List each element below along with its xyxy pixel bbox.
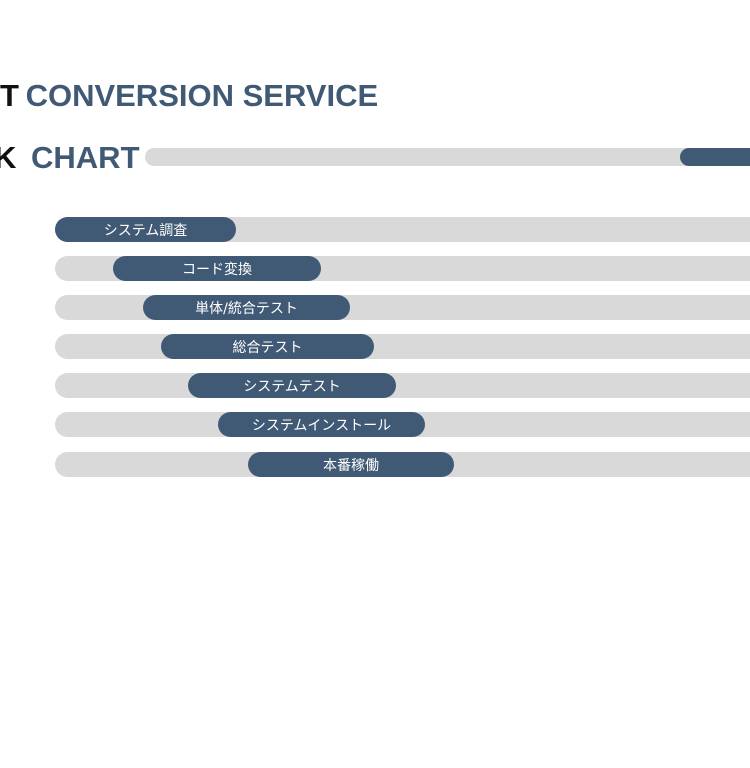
task-bar: 本番稼働 xyxy=(248,452,454,477)
row-track xyxy=(55,373,750,398)
header: T CONVERSION SERVICE xyxy=(0,80,378,111)
subheader-title: CHART xyxy=(31,140,140,175)
subheader: K CHART xyxy=(0,142,140,173)
task-bar: コード変換 xyxy=(113,256,321,281)
task-bar: システムインストール xyxy=(218,412,425,437)
task-bar: システム調査 xyxy=(55,217,236,242)
task-bar: 単体/統合テスト xyxy=(143,295,350,320)
header-cut-word: T xyxy=(0,78,19,113)
row-track xyxy=(55,334,750,359)
progress-fill xyxy=(680,148,750,166)
subheader-cut-word: K xyxy=(0,140,17,175)
progress-track xyxy=(145,148,750,166)
task-bar: 総合テスト xyxy=(161,334,374,359)
task-bar: システムテスト xyxy=(188,373,396,398)
header-title: CONVERSION SERVICE xyxy=(25,78,379,113)
